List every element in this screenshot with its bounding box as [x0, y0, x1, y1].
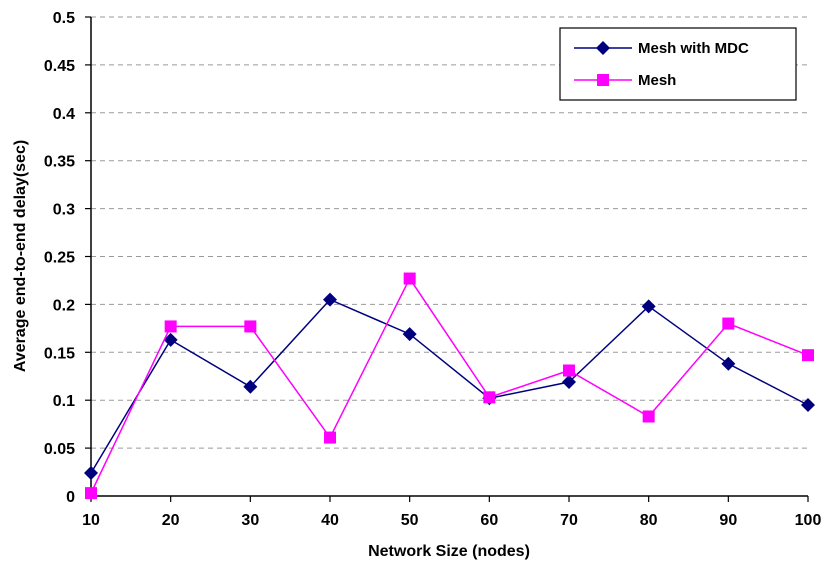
- data-point-mesh: [802, 349, 814, 362]
- x-axis-ticks: 10 20 30 40 50 60 70 80 90 100: [82, 496, 821, 529]
- data-point-mesh-with-mdc: [84, 466, 98, 481]
- data-point-mesh-with-mdc: [243, 379, 258, 394]
- x-tick-label: 50: [401, 512, 419, 529]
- y-tick-label: 0.15: [44, 345, 75, 362]
- x-tick-label: 40: [321, 512, 339, 529]
- y-tick-label: 0.45: [44, 58, 75, 75]
- y-tick-label: 0.25: [44, 250, 75, 267]
- y-tick-label: 0: [66, 489, 75, 506]
- data-point-mesh: [324, 431, 336, 444]
- x-tick-label: 20: [162, 512, 180, 529]
- y-axis-title: Average end-to-end delay(sec): [12, 140, 29, 372]
- series-mesh: [85, 272, 814, 500]
- x-axis-title: Network Size (nodes): [368, 543, 530, 560]
- legend-box: [559, 27, 797, 101]
- y-tick-label: 0.5: [53, 10, 75, 27]
- grid-lines: [91, 16, 808, 449]
- y-tick-label: 0.05: [44, 441, 75, 458]
- x-tick-label: 70: [560, 512, 578, 529]
- legend-label-mesh: Mesh: [638, 72, 676, 89]
- x-tick-label: 10: [82, 512, 100, 529]
- data-point-mesh: [563, 364, 575, 377]
- y-tick-label: 0.35: [44, 154, 75, 171]
- x-tick-label: 80: [640, 512, 658, 529]
- x-tick-label: 100: [795, 512, 822, 529]
- data-point-mesh: [403, 272, 416, 285]
- data-point-mesh: [164, 320, 177, 333]
- y-tick-label: 0.2: [53, 297, 75, 314]
- legend-marker-mesh-with-mdc: [596, 41, 610, 55]
- y-axis-ticks: 0 0.05 0.1 0.15 0.2 0.25 0.3 0.35 0.4 0.45 0.5: [44, 10, 91, 506]
- y-tick-label: 0.3: [53, 202, 75, 219]
- legend-marker-mesh: [597, 74, 609, 86]
- data-point-mesh-with-mdc: [323, 292, 337, 307]
- data-point-mesh-with-mdc: [402, 327, 417, 342]
- y-tick-label: 0.4: [53, 106, 75, 123]
- data-point-mesh: [85, 487, 97, 500]
- data-point-mesh-with-mdc: [163, 332, 178, 347]
- x-tick-label: 30: [241, 512, 259, 529]
- data-point-mesh: [244, 320, 257, 333]
- legend-label-mesh-with-mdc: Mesh with MDC: [638, 40, 749, 57]
- data-point-mesh-with-mdc: [562, 374, 576, 389]
- series-layer: [84, 272, 815, 500]
- legend: Mesh with MDC Mesh: [559, 27, 797, 101]
- x-tick-label: 90: [719, 512, 737, 529]
- y-tick-label: 0.1: [53, 393, 75, 410]
- x-tick-label: 60: [480, 512, 498, 529]
- series-line-mesh: [90, 277, 809, 494]
- data-point-mesh: [642, 410, 655, 423]
- data-point-mesh: [722, 317, 735, 330]
- data-point-mesh-with-mdc: [801, 397, 815, 412]
- series-mesh-with-mdc: [84, 292, 815, 481]
- data-point-mesh-with-mdc: [721, 356, 736, 371]
- data-point-mesh: [483, 391, 496, 404]
- data-point-mesh-with-mdc: [641, 299, 656, 314]
- series-line-mesh-with-mdc: [90, 298, 809, 474]
